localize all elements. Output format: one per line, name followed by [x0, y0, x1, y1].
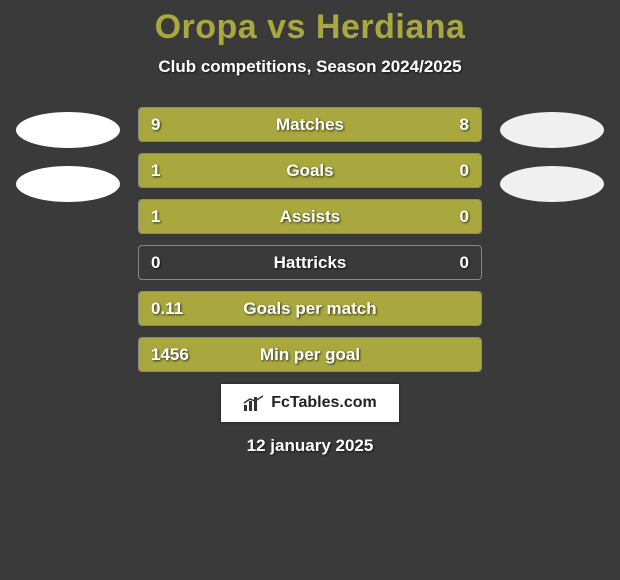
- player1-club-badge: [16, 112, 120, 148]
- stat-value-right: 8: [460, 115, 469, 135]
- stat-row: Hattricks 0 0: [138, 245, 482, 280]
- bar-fill-right: [402, 154, 481, 187]
- stat-value-left: 1456: [151, 345, 189, 365]
- right-badges: [500, 107, 604, 202]
- brand-footer: FcTables.com: [0, 384, 620, 422]
- bar-fill-left: [139, 154, 402, 187]
- stat-label: Matches: [276, 115, 344, 135]
- player2-club-badge: [500, 112, 604, 148]
- stat-row: Matches 9 8: [138, 107, 482, 142]
- stat-value-left: 1: [151, 161, 160, 181]
- stat-row: Assists 1 0: [138, 199, 482, 234]
- stat-bars: Matches98Goals10Assists10Hattricks00Goal…: [138, 107, 482, 372]
- stat-value-right: 0: [460, 207, 469, 227]
- stat-row: Goals 1 0: [138, 153, 482, 188]
- page-title: Oropa vs Herdiana: [0, 8, 620, 47]
- player2-nation-badge: [500, 166, 604, 202]
- stat-label: Min per goal: [260, 345, 360, 365]
- stat-row: Goals per match 0.11: [138, 291, 482, 326]
- stat-value-left: 1: [151, 207, 160, 227]
- player1-nation-badge: [16, 166, 120, 202]
- left-badges: [16, 107, 120, 202]
- bar-fill-left: [139, 200, 402, 233]
- stat-label: Hattricks: [274, 253, 347, 273]
- stats-area: Matches98Goals10Assists10Hattricks00Goal…: [0, 107, 620, 372]
- date-label: 12 january 2025: [0, 436, 620, 456]
- stat-row: Min per goal 1456: [138, 337, 482, 372]
- stat-label: Goals: [286, 161, 333, 181]
- comparison-card: Oropa vs Herdiana Club competitions, Sea…: [0, 0, 620, 456]
- brand-text: FcTables.com: [271, 394, 377, 412]
- bar-fill-right: [402, 200, 481, 233]
- stat-value-left: 0: [151, 253, 160, 273]
- stat-value-right: 0: [460, 161, 469, 181]
- stat-label: Goals per match: [243, 299, 376, 319]
- stat-value-left: 0.11: [151, 299, 183, 319]
- subtitle: Club competitions, Season 2024/2025: [0, 57, 620, 77]
- stat-label: Assists: [280, 207, 340, 227]
- stat-value-right: 0: [460, 253, 469, 273]
- fctables-badge[interactable]: FcTables.com: [221, 384, 399, 422]
- stat-value-left: 9: [151, 115, 160, 135]
- chart-icon: [243, 395, 265, 411]
- bar-fill-right: [320, 108, 481, 141]
